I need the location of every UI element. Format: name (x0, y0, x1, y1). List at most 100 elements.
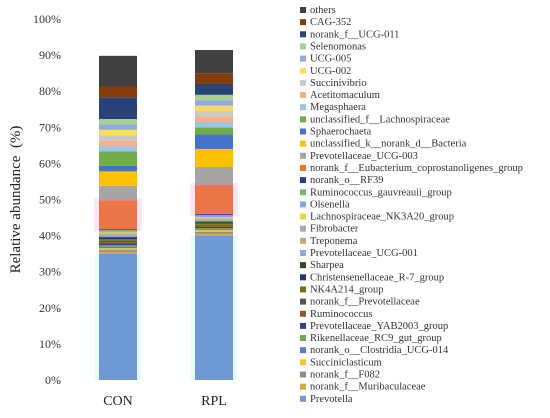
legend-swatch-nk4a214-group (300, 286, 306, 293)
legend-swatch-christensenellaceae-r-7-group (300, 274, 306, 281)
legend-label-prevotella: Prevotella (310, 394, 353, 405)
legend-label-ruminococcus: Ruminococcus (310, 309, 372, 320)
bar-segment-con-norank-o-rf39 (99, 229, 137, 231)
bar-segment-rpl-olsenella (195, 216, 233, 218)
legend-swatch-ucg-002 (300, 67, 306, 74)
legend-label-fibrobacter: Fibrobacter (310, 224, 359, 235)
legend-label-selenomonas: Selenomonas (310, 41, 366, 52)
bar-segment-con-olsenella (99, 231, 137, 233)
legend-swatch-norank-f-eubacterium-coprostanoligenes-group (300, 164, 306, 171)
legend-swatch-norank-f-ucg-011 (300, 31, 306, 38)
legend-label-norank-f-ucg-011: norank_f__UCG-011 (310, 29, 399, 40)
legend-swatch-succiniclasticum (300, 359, 306, 366)
bar-segment-con-nk4a214-group (99, 239, 137, 241)
bar-segment-rpl-prevotella (195, 235, 233, 380)
bar-segment-rpl-succiniclasticum (195, 230, 233, 232)
bar-segment-con-prevotella (99, 253, 137, 380)
legend-label-norank-o-rf39: norank_o__RF39 (310, 175, 384, 186)
x-category-label: RPL (201, 394, 227, 409)
bar-segment-con-norank-f-f082 (99, 250, 137, 252)
bar-segment-rpl-others (195, 50, 233, 74)
bar-segment-con-unclassified-k-norank-d-bacteria (99, 171, 137, 186)
bar-segment-rpl-sharpea (195, 221, 233, 223)
bar-segment-rpl-ruminococcus (195, 225, 233, 227)
bar-segment-rpl-acetitomaculum (195, 116, 233, 122)
y-tick-label: 80% (39, 84, 61, 98)
legend-swatch-ruminococcus-gauvreauii-group (300, 189, 306, 196)
bar-segment-con-norank-f-ucg-011 (99, 97, 137, 119)
y-axis-title: Relative abundance (%) (8, 126, 24, 274)
legend-swatch-acetitomaculum (300, 92, 306, 99)
bar-segment-con-cag-352 (99, 86, 137, 98)
bar-segment-con-selenomonas (99, 118, 137, 125)
legend-swatch-rikenellaceae-rc9-gut-group (300, 335, 306, 342)
legend-label-olsenella: Olsenella (310, 199, 350, 210)
legend-label-treponema: Treponema (310, 236, 358, 247)
bar-segment-con-norank-f-eubacterium-coprostanoligenes-group (99, 200, 137, 230)
bar-segment-con-others (99, 55, 137, 87)
legend-label-lachnospiraceae-nk3a20-group: Lachnospiraceae_NK3A20_group (310, 212, 454, 223)
bar-segment-rpl-unclassified-f-lachnospiraceae (195, 127, 233, 135)
legend-label-christensenellaceae-r-7-group: Christensenellaceae_R-7_group (310, 272, 444, 283)
legend-swatch-prevotellaceae-ucg-003 (300, 152, 306, 159)
x-category-label: CON (103, 394, 133, 409)
legend-label-norank-o-clostridia-ucg-014: norank_o__Clostridia_UCG-014 (310, 345, 449, 356)
bar-segment-rpl-fibrobacter (195, 218, 233, 220)
bar-segment-rpl-norank-f-f082 (195, 231, 233, 234)
y-tick-label: 0% (45, 373, 61, 387)
y-tick-label: 100% (33, 12, 61, 26)
legend-swatch-megasphaera (300, 104, 306, 111)
bar-segment-rpl-ucg-002 (195, 105, 233, 112)
legend-swatch-sharpea (300, 262, 306, 269)
bar-segment-rpl-prevotellaceae-yab2003-group (195, 226, 233, 229)
bar-segment-rpl-prevotellaceae-ucg-001 (195, 220, 233, 222)
legend-label-sphaerochaeta: Sphaerochaeta (310, 127, 372, 138)
legend-label-cag-352: CAG-352 (310, 17, 351, 28)
bar-segment-con-christensenellaceae-r-7-group (99, 237, 137, 240)
legend-label-succiniclasticum: Succiniclasticum (310, 357, 382, 368)
legend-swatch-norank-f-prevotellaceae (300, 298, 306, 305)
bar-segment-con-norank-f-prevotellaceae (99, 240, 137, 243)
bar-segment-rpl-sphaerochaeta (195, 134, 233, 149)
legend-swatch-unclassified-f-lachnospiraceae (300, 116, 306, 123)
legend-label-others: others (310, 5, 336, 16)
legend-label-succinivibrio: Succinivibrio (310, 78, 367, 89)
bar-segment-rpl-norank-f-prevotellaceae (195, 224, 233, 226)
bar-segment-rpl-megasphaera (195, 121, 233, 128)
legend-label-rikenellaceae-rc9-gut-group: Rikenellaceae_RC9_gut_group (310, 333, 442, 344)
legend-swatch-selenomonas (300, 43, 306, 50)
bar-segment-con-megasphaera (99, 146, 137, 152)
legend-swatch-fibrobacter (300, 225, 306, 232)
legend-label-norank-f-eubacterium-coprostanoligenes-group: norank_f__Eubacterium_coprostanoligenes_… (310, 163, 523, 174)
legend-label-ucg-005: UCG-005 (310, 54, 351, 65)
legend-swatch-ucg-005 (300, 55, 306, 62)
bar-segment-con-norank-f-muribaculaceae (99, 251, 137, 254)
legend-label-unclassified-k-norank-d-bacteria: unclassified_k__norank_d__Bacteria (310, 139, 467, 150)
bar-segment-rpl-ucg-005 (195, 100, 233, 106)
bar-segment-con-lachnospiraceae-nk3a20-group (99, 232, 137, 234)
bar-segment-con-fibrobacter (99, 233, 137, 235)
bar-segment-rpl-norank-f-muribaculaceae (195, 233, 233, 236)
legend-swatch-others (300, 7, 306, 13)
legend-swatch-cag-352 (300, 19, 306, 26)
bar-segment-rpl-norank-o-clostridia-ucg-014 (195, 229, 233, 231)
legend-label-unclassified-f-lachnospiraceae: unclassified_f__Lachnospiraceae (310, 114, 450, 125)
legend-swatch-norank-f-muribaculaceae (300, 383, 306, 390)
bar-segment-con-succinivibrio (99, 135, 137, 141)
bar-segment-con-norank-o-clostridia-ucg-014 (99, 246, 137, 249)
legend-label-acetitomaculum: Acetitomaculum (310, 90, 380, 101)
bar-segment-con-prevotellaceae-yab2003-group (99, 243, 137, 245)
legend-label-ruminococcus-gauvreauii-group: Ruminococcus_gauvreauii_group (310, 187, 452, 198)
legend-label-sharpea: Sharpea (310, 260, 344, 271)
bar-segment-rpl-christensenellaceae-r-7-group (195, 222, 233, 224)
y-tick-label: 90% (39, 48, 61, 62)
legend-swatch-norank-f-f082 (300, 371, 306, 378)
y-tick-label: 20% (39, 301, 61, 315)
bar-segment-rpl-prevotellaceae-ucg-003 (195, 167, 233, 186)
y-tick-label: 40% (39, 229, 61, 243)
legend-label-norank-f-muribaculaceae: norank_f__Muribaculaceae (310, 382, 426, 393)
legend-label-prevotellaceae-ucg-001: Prevotellaceae_UCG-001 (310, 248, 418, 259)
legend-swatch-ruminococcus (300, 310, 306, 317)
y-tick-label: 50% (39, 193, 61, 207)
